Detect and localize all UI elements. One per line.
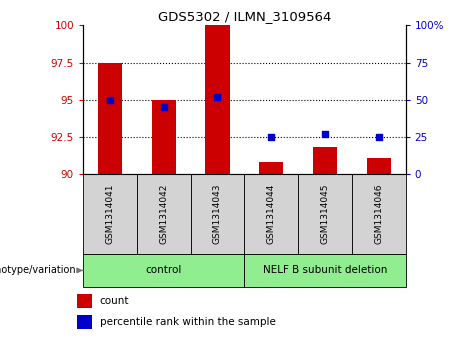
Point bbox=[267, 134, 275, 140]
Text: NELF B subunit deletion: NELF B subunit deletion bbox=[263, 265, 387, 276]
Point bbox=[106, 97, 113, 103]
Bar bbox=[366, 158, 391, 174]
Text: control: control bbox=[146, 265, 182, 276]
Text: GSM1314041: GSM1314041 bbox=[106, 184, 114, 244]
Bar bbox=[298, 174, 352, 254]
Bar bbox=[98, 62, 122, 174]
Bar bbox=[77, 315, 92, 329]
Point bbox=[214, 94, 221, 100]
Bar bbox=[190, 174, 244, 254]
Bar bbox=[77, 294, 92, 308]
Text: GSM1314045: GSM1314045 bbox=[320, 184, 330, 244]
Text: genotype/variation: genotype/variation bbox=[0, 265, 77, 276]
Text: GSM1314043: GSM1314043 bbox=[213, 184, 222, 244]
Text: count: count bbox=[100, 296, 129, 306]
Title: GDS5302 / ILMN_3109564: GDS5302 / ILMN_3109564 bbox=[158, 10, 331, 23]
Text: GSM1314044: GSM1314044 bbox=[267, 184, 276, 244]
Point bbox=[375, 134, 383, 140]
Text: GSM1314042: GSM1314042 bbox=[159, 184, 168, 244]
Bar bbox=[244, 254, 406, 287]
Bar bbox=[259, 162, 284, 174]
Bar bbox=[137, 174, 190, 254]
Bar bbox=[352, 174, 406, 254]
Bar bbox=[205, 25, 230, 174]
Bar bbox=[83, 174, 137, 254]
Bar bbox=[313, 147, 337, 174]
Text: GSM1314046: GSM1314046 bbox=[374, 184, 383, 244]
Point bbox=[321, 131, 329, 137]
Bar bbox=[83, 254, 244, 287]
Bar bbox=[244, 174, 298, 254]
Point bbox=[160, 104, 167, 110]
Text: percentile rank within the sample: percentile rank within the sample bbox=[100, 317, 276, 327]
Bar bbox=[152, 100, 176, 174]
